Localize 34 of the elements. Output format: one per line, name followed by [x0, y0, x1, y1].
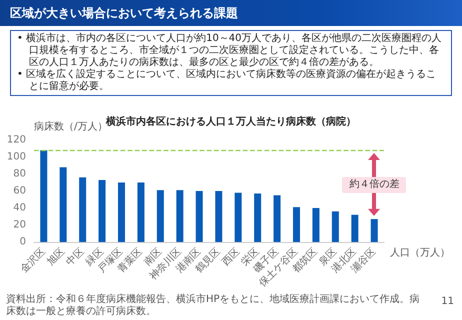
text: 資料出所：令和６年度病床機能報告、横浜市HPをもとに、地域医療計画課において作成。病床数は一般と療養の許可病床数。 — [6, 294, 421, 318]
bar — [98, 180, 106, 242]
text: • 横浜市は、市内の各区について人口が約10～40万人であり、各区が他県の二次医療圏程の人口規模を有するところ、市全域が１つの二次医療圏として設定されている。こうした中、各区の人口１万人あたりの病床数は、最多の区と最少の区で約４倍の差がある。 — [17, 33, 443, 68]
text: • 区域を広く設定することについて、区域内において病床数等の医療資源の偏在が起きうることに留意が必要。 — [17, 69, 438, 93]
y-tick-label: 100 — [6, 152, 26, 162]
y-tick-label: 20 — [13, 220, 26, 230]
bar — [351, 214, 358, 242]
bar — [332, 211, 339, 242]
x-axis-title: 人口（万人） — [390, 248, 450, 258]
bar — [196, 191, 203, 242]
bar — [274, 195, 281, 242]
bar — [60, 167, 67, 242]
bar — [370, 219, 378, 242]
annotation: 約４倍の差 — [342, 176, 406, 193]
text: 11 — [441, 296, 454, 307]
bar — [137, 182, 144, 242]
bar — [254, 194, 262, 242]
bar — [215, 191, 222, 242]
chart-subtitle: 横浜市内各区における人口１万人当たり病床数（病院） — [105, 116, 356, 128]
y-tick-label: 120 — [6, 134, 26, 146]
bar — [312, 208, 320, 242]
bar — [118, 182, 125, 242]
y-tick-label: 0 — [20, 236, 26, 248]
y-tick-label: 60 — [13, 186, 26, 196]
bar — [156, 190, 164, 242]
y-tick-label: 40 — [13, 202, 26, 214]
bar — [40, 150, 48, 242]
bar — [234, 192, 242, 242]
bar — [176, 190, 184, 242]
x-tick-label: 西区 — [220, 246, 242, 268]
bar — [79, 177, 86, 242]
chart-title: 区域が大きい場合において考えられる課題 — [0, 0, 462, 26]
y-tick-label: 80 — [13, 168, 26, 180]
bar — [293, 207, 300, 242]
